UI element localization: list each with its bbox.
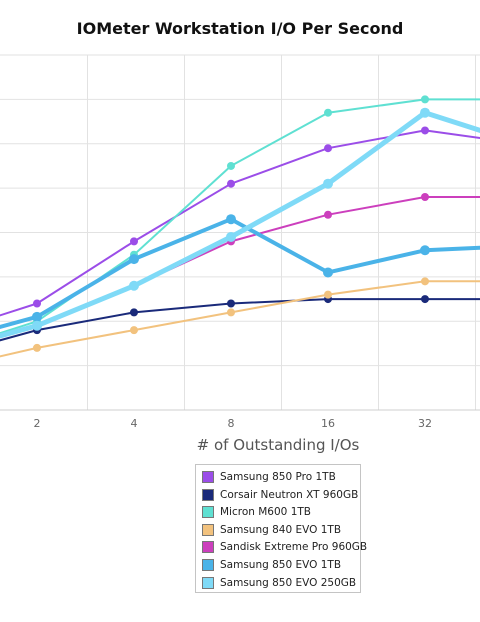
x-tick-label: 2	[34, 417, 41, 430]
chart-title: IOMeter Workstation I/O Per Second	[76, 19, 404, 38]
series-3	[0, 277, 480, 358]
data-point	[227, 299, 235, 308]
legend-item: Corsair Neutron XT 960GB	[202, 488, 358, 502]
data-point	[32, 320, 42, 331]
legend: Samsung 850 Pro 1TB Corsair Neutron XT 96…	[195, 464, 367, 593]
legend-item: Micron M600 1TB	[202, 505, 311, 519]
legend-item: Samsung 840 EVO 1TB	[202, 523, 341, 537]
x-tick-label: 16	[321, 417, 335, 430]
series-line	[0, 298, 480, 342]
legend-swatch	[202, 471, 214, 483]
data-point	[323, 178, 333, 189]
data-point	[421, 193, 429, 201]
data-point	[129, 280, 139, 291]
series-0	[0, 126, 480, 317]
series-line	[0, 196, 480, 337]
legend-swatch	[202, 541, 214, 554]
data-point	[130, 237, 138, 246]
legend-label: Micron M600 1TB	[220, 506, 311, 519]
data-point	[33, 299, 41, 308]
data-point	[421, 95, 429, 104]
legend-item: Sandisk Extreme Pro 960GB	[202, 540, 367, 554]
data-point	[226, 214, 236, 225]
series-5	[0, 214, 480, 330]
legend-item: Samsung 850 EVO 1TB	[202, 558, 341, 572]
data-point	[421, 277, 429, 286]
x-tick-label: 4	[131, 417, 138, 430]
data-point	[227, 161, 235, 170]
x-tick-labels: 2 4 8 16 32	[34, 417, 433, 430]
legend-swatch	[202, 559, 214, 571]
legend-item: Samsung 850 EVO 250GB	[202, 576, 356, 590]
series-6	[0, 107, 480, 339]
data-point	[130, 308, 138, 317]
legend-swatch	[202, 488, 214, 501]
legend-label: Samsung 850 EVO 1TB	[220, 559, 342, 571]
data-point	[324, 210, 332, 219]
series-lines	[0, 95, 480, 358]
grid	[0, 54, 480, 411]
legend-swatch	[202, 576, 214, 589]
data-point	[32, 311, 42, 322]
data-point	[323, 267, 333, 278]
data-point	[324, 290, 332, 299]
data-point	[420, 245, 430, 256]
data-point	[33, 343, 41, 352]
legend-label: Corsair Neutron XT 960GB	[220, 488, 359, 501]
legend-item: Samsung 850 Pro 1TB	[202, 470, 336, 484]
data-point	[130, 326, 138, 335]
x-tick-label: 32	[418, 417, 432, 430]
legend-label: Samsung 850 Pro 1TB	[220, 471, 336, 483]
x-tick-label: 8	[228, 417, 235, 430]
legend-label: Sandisk Extreme Pro 960GB	[220, 541, 368, 554]
plot-area: 2 4 8 16 32	[0, 54, 480, 430]
data-point	[129, 254, 139, 265]
legend-label: Samsung 840 EVO 1TB	[220, 523, 342, 536]
data-point	[420, 107, 430, 118]
data-point	[227, 179, 235, 188]
data-point	[324, 144, 332, 153]
data-point	[324, 108, 332, 117]
data-point	[226, 231, 236, 242]
series-4	[0, 193, 480, 337]
legend-swatch	[202, 506, 214, 519]
data-point	[227, 308, 235, 317]
x-axis-label: # of Outstanding I/Os	[196, 436, 360, 454]
legend-swatch	[202, 523, 214, 536]
data-point	[421, 295, 429, 304]
legend-label: Samsung 850 EVO 250GB	[220, 576, 357, 589]
data-point	[421, 126, 429, 135]
series-1	[0, 295, 480, 342]
